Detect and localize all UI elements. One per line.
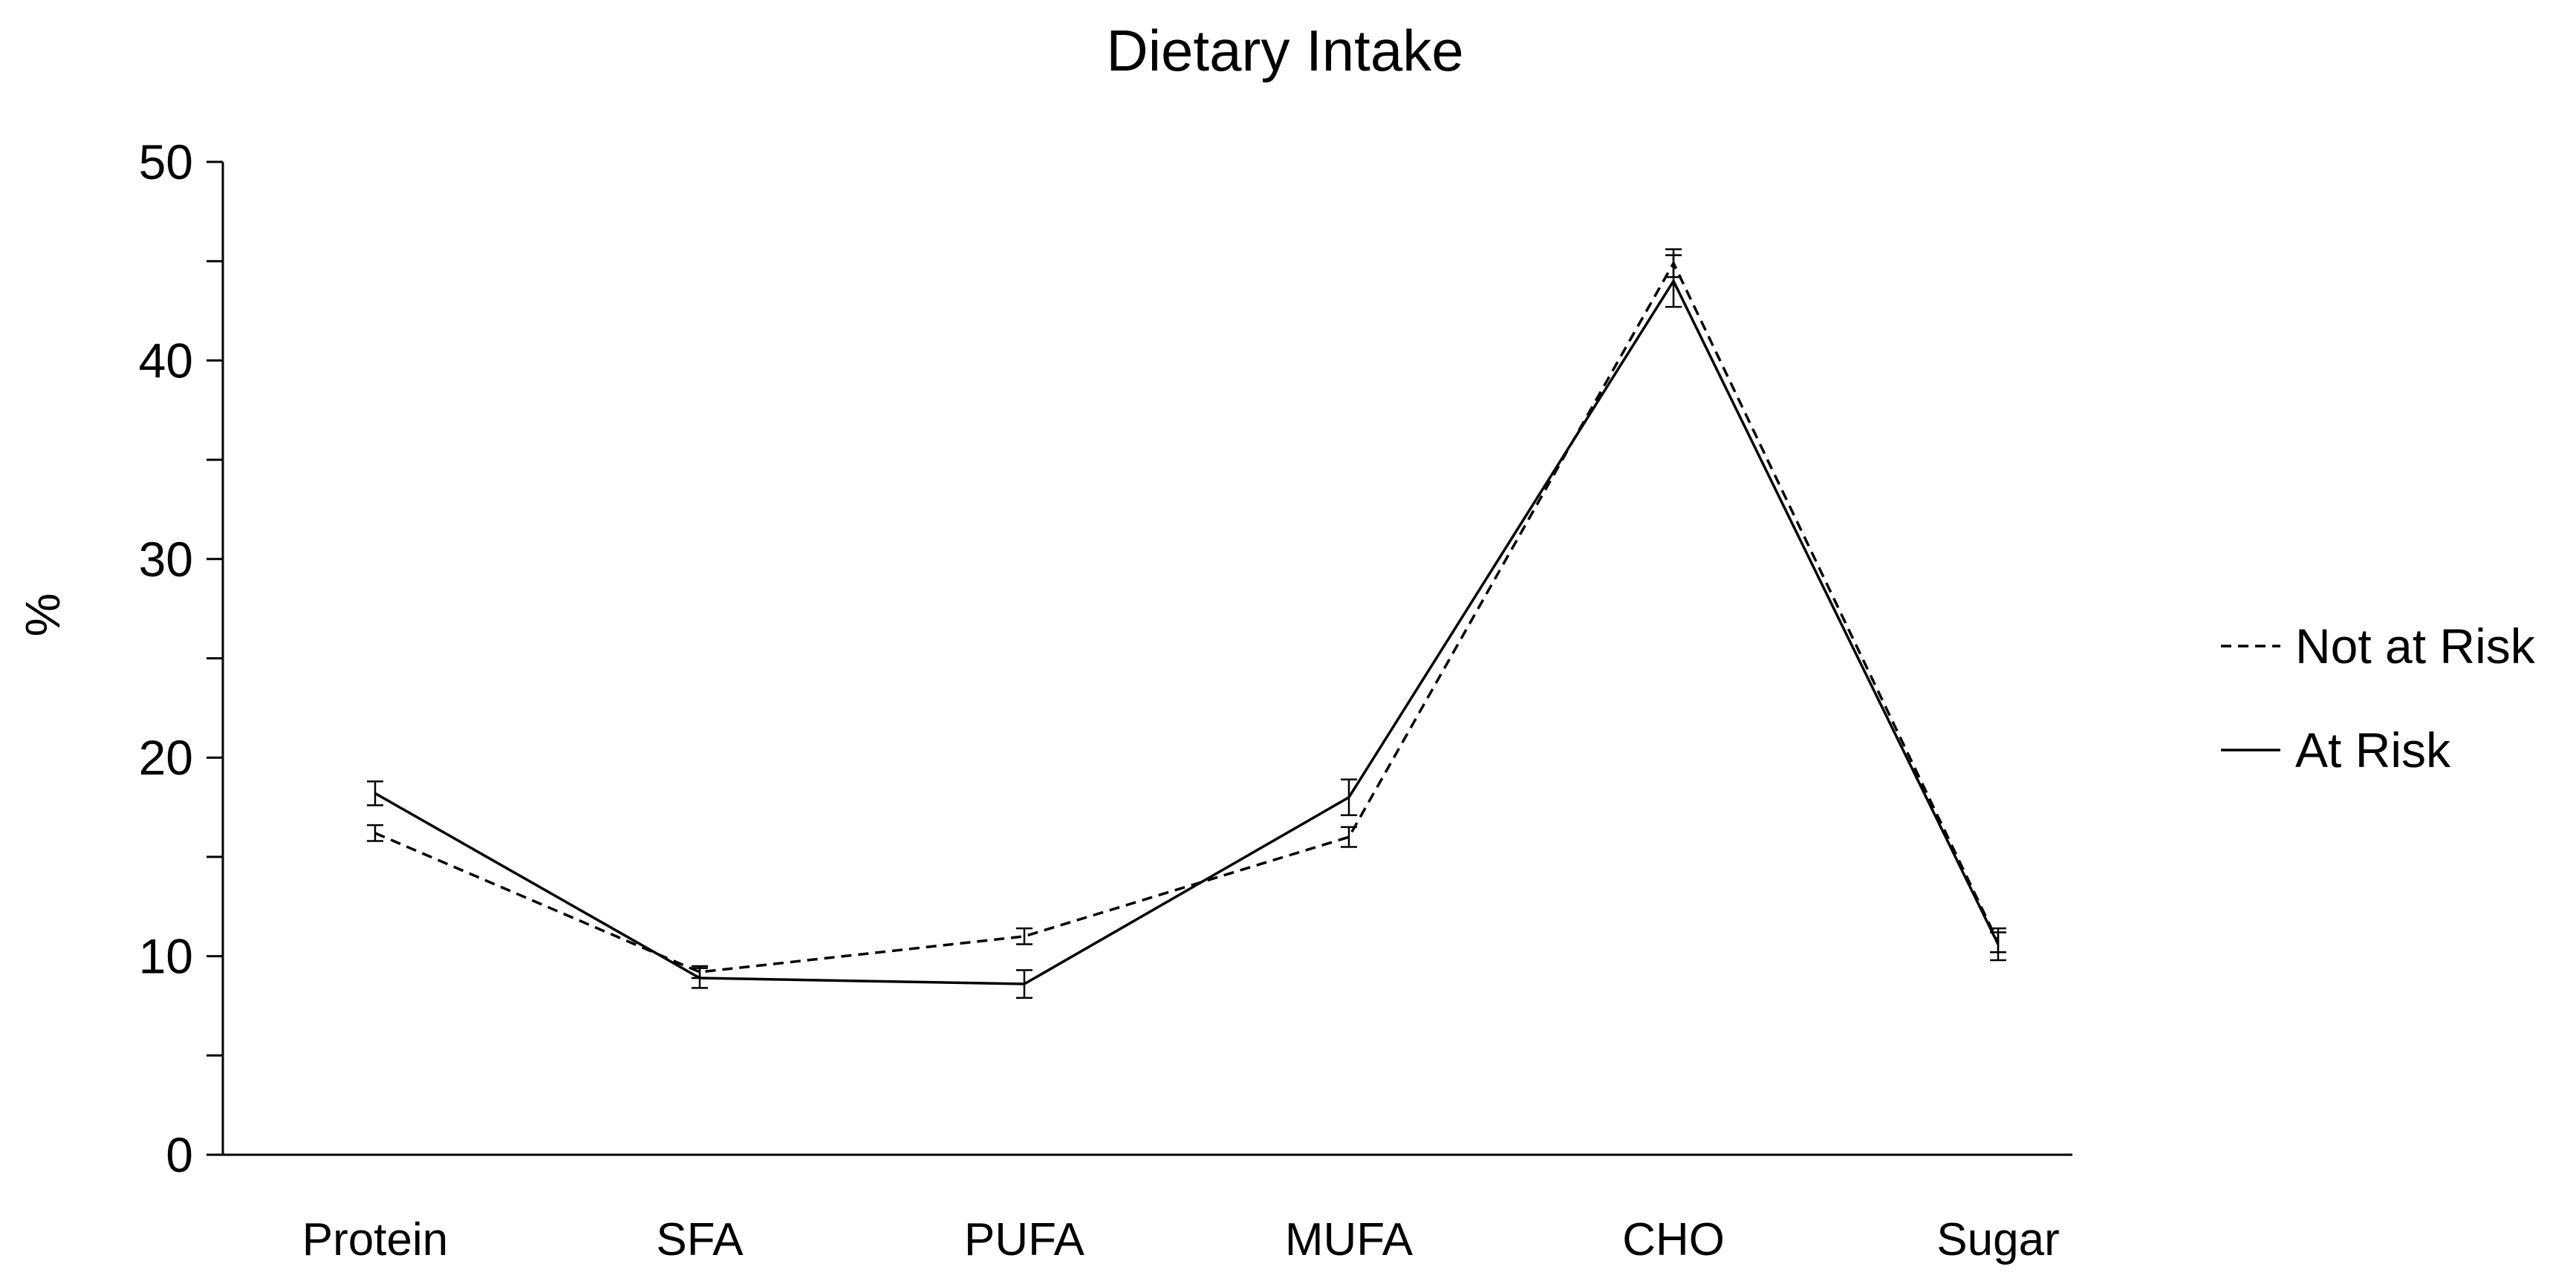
error-bar xyxy=(1990,927,2006,962)
x-tick-label: SFA xyxy=(656,1214,744,1265)
legend-item: At Risk xyxy=(2221,723,2451,778)
series-at-risk xyxy=(367,254,2006,1000)
x-tick-label: Protein xyxy=(302,1214,448,1265)
legend-label: Not at Risk xyxy=(2295,619,2536,674)
x-tick-label: PUFA xyxy=(964,1214,1085,1265)
legend-item: Not at Risk xyxy=(2221,619,2536,674)
series-line xyxy=(374,278,2000,985)
y-tick-label: 50 xyxy=(139,134,193,189)
x-tick-label: Sugar xyxy=(1936,1214,2059,1265)
legend: Not at Risk At Risk xyxy=(2221,619,2536,778)
y-tick-label: 40 xyxy=(139,333,193,388)
x-tick-label: CHO xyxy=(1622,1214,1725,1265)
error-bar xyxy=(367,780,383,806)
error-bar xyxy=(1016,969,1032,1000)
error-bar xyxy=(1665,254,1682,308)
y-tick-label: 20 xyxy=(139,730,193,785)
x-tick-label: MUFA xyxy=(1285,1214,1414,1265)
error-bar xyxy=(1016,927,1032,945)
axes: 0 10 20 30 40 50 xyxy=(139,134,2072,1182)
y-tick-label: 30 xyxy=(139,532,193,587)
error-bar xyxy=(1341,826,1357,848)
x-tick-labels: Protein SFA PUFA MUFA CHO Sugar xyxy=(302,1214,2060,1265)
y-tick-label: 10 xyxy=(139,929,193,984)
error-bar xyxy=(367,824,383,842)
y-tick-label: 0 xyxy=(166,1127,193,1182)
series-not-at-risk xyxy=(367,248,2006,980)
series-line xyxy=(374,260,2000,974)
chart-title: Dietary Intake xyxy=(1106,18,1463,83)
legend-label: At Risk xyxy=(2295,723,2451,778)
series-layer xyxy=(367,248,2006,1000)
error-bar xyxy=(692,967,708,989)
error-bar xyxy=(1341,778,1357,816)
y-axis-label: % xyxy=(15,593,70,637)
